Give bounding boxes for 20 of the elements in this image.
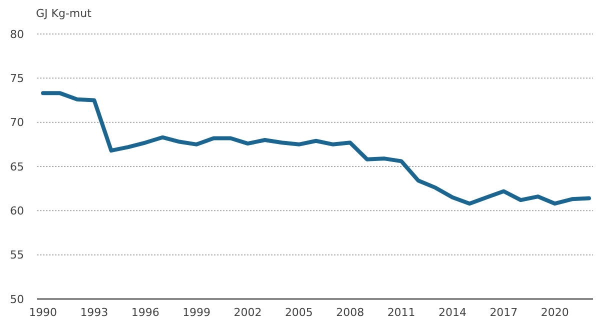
x-tick-label: 1996 bbox=[131, 306, 160, 319]
x-tick-label: 2002 bbox=[234, 306, 262, 319]
y-axis-title: GJ Kg-mut bbox=[36, 7, 92, 20]
line-series bbox=[41, 91, 591, 206]
x-tick-label: 2011 bbox=[387, 306, 416, 319]
y-tick-label: 50 bbox=[10, 292, 24, 306]
y-tick-label: 80 bbox=[10, 28, 24, 41]
y-tick-label: 65 bbox=[10, 160, 24, 174]
x-tick-label: 1990 bbox=[29, 306, 57, 319]
y-tick-label: 75 bbox=[10, 72, 24, 86]
x-tick-label: 2017 bbox=[490, 306, 518, 319]
x-tick-label: 1999 bbox=[182, 306, 211, 319]
y-tick-label: 60 bbox=[10, 204, 24, 218]
y-tick-label: 70 bbox=[10, 116, 24, 130]
x-tick-label: 2020 bbox=[540, 306, 569, 319]
x-tick-label: 2014 bbox=[438, 306, 466, 319]
x-tick-label: 1993 bbox=[80, 306, 108, 319]
y-tick-label: 55 bbox=[10, 248, 24, 262]
x-tick-label: 2008 bbox=[336, 306, 364, 319]
x-tick-label: 2005 bbox=[284, 306, 313, 319]
